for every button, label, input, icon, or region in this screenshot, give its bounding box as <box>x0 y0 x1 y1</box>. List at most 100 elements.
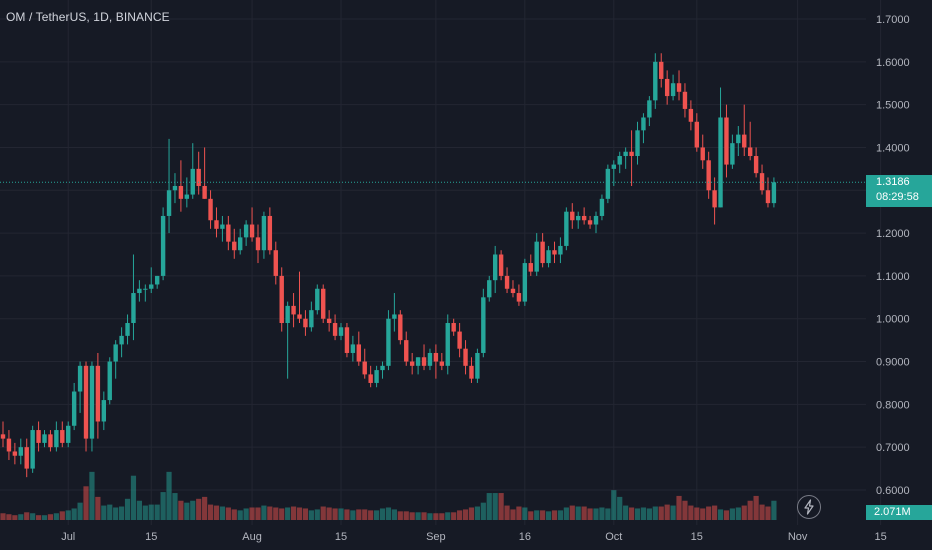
candle <box>226 215 231 251</box>
volume-bar <box>492 493 498 520</box>
candle-body <box>510 288 516 294</box>
candle-body <box>208 198 213 221</box>
candle <box>36 421 41 452</box>
volume-bar <box>421 512 427 520</box>
lightning-icon[interactable] <box>797 495 821 519</box>
candle-body <box>380 365 385 371</box>
candle-body <box>629 151 634 157</box>
last-price-badge: 1.3186 08:29:58 <box>866 175 932 207</box>
candle <box>742 104 747 157</box>
candle <box>576 211 581 229</box>
candle <box>635 121 640 165</box>
volume-bar <box>368 510 374 520</box>
candle <box>771 177 777 208</box>
volume-bar <box>18 514 24 520</box>
candle <box>641 113 646 144</box>
candle <box>89 361 95 452</box>
candle-body <box>184 194 190 199</box>
volume-bar <box>640 507 647 520</box>
candle-body <box>386 318 391 366</box>
candle <box>599 194 605 221</box>
candle <box>113 340 118 379</box>
candle <box>546 245 551 268</box>
candle-body <box>635 130 640 157</box>
volume-bar <box>249 507 255 520</box>
candle-body <box>30 430 35 469</box>
candle-body <box>279 275 284 324</box>
candle <box>623 147 628 169</box>
volume-bar <box>320 506 326 520</box>
candle-body <box>564 211 569 246</box>
volume-bar <box>267 506 273 520</box>
time-axis[interactable]: Jul 15 Aug 15 Sep 16 Oct 15 Nov 15 <box>61 531 887 543</box>
candle <box>404 331 409 366</box>
volume-bar <box>706 506 712 520</box>
candle-body <box>368 374 373 383</box>
candle <box>332 314 338 341</box>
candle <box>522 258 528 306</box>
volume-bar <box>71 508 77 520</box>
volume-bar <box>759 504 765 520</box>
volume-bar <box>178 500 184 520</box>
volume-bar <box>676 495 682 520</box>
candle-body <box>534 241 539 272</box>
candle-body <box>552 250 557 255</box>
volume-bar <box>338 508 344 520</box>
volume-bar <box>202 496 208 520</box>
candle-body <box>36 430 41 443</box>
volume-bar <box>581 506 587 520</box>
candle-body <box>617 156 622 165</box>
candle-body <box>694 121 700 148</box>
candle-body <box>6 438 12 452</box>
candle-body <box>214 220 219 229</box>
candle <box>77 361 83 413</box>
candle <box>398 310 403 345</box>
candle-body <box>765 190 771 204</box>
candle-body <box>12 451 18 456</box>
volume-bar <box>83 486 89 520</box>
volume-bar <box>148 504 154 520</box>
candle-body <box>143 288 148 290</box>
candle-body <box>166 190 172 216</box>
candle-body <box>267 215 273 251</box>
candle <box>297 271 302 324</box>
candle-body <box>504 275 510 289</box>
candle-body <box>528 263 533 272</box>
volume-bar <box>113 507 119 520</box>
candle-body <box>303 318 308 328</box>
candle <box>160 207 166 281</box>
candle <box>534 233 539 276</box>
symbol-title[interactable]: OM / TetherUS, 1D, BINANCE <box>6 10 170 24</box>
volume-bar <box>332 508 338 520</box>
candle-body <box>475 352 480 379</box>
candle <box>718 87 723 208</box>
candle <box>498 250 504 281</box>
last-price-value: 1.3186 <box>876 176 910 188</box>
candle <box>540 233 545 268</box>
candle <box>433 344 439 379</box>
x-tick-label: 15 <box>875 531 887 543</box>
candle <box>190 143 195 199</box>
candle <box>172 173 178 204</box>
candle-body <box>759 173 765 191</box>
candle-body <box>356 344 361 362</box>
candle <box>439 352 445 371</box>
candle-body <box>664 78 670 97</box>
candle <box>261 211 267 259</box>
candle-body <box>297 314 302 319</box>
candle <box>131 254 136 341</box>
candle <box>350 335 356 362</box>
volume-bar <box>409 512 415 520</box>
volume-bar <box>474 506 480 520</box>
x-tick-label: Aug <box>242 531 262 543</box>
volume-bar <box>107 504 113 520</box>
volume-bar <box>427 513 433 520</box>
candle-body <box>682 91 688 109</box>
volume-bar <box>302 508 309 520</box>
x-tick-label: 15 <box>335 531 347 543</box>
volume-bar <box>765 506 771 520</box>
candle-body <box>481 297 486 353</box>
volume-bar <box>712 505 718 520</box>
volume-bar <box>557 510 564 520</box>
